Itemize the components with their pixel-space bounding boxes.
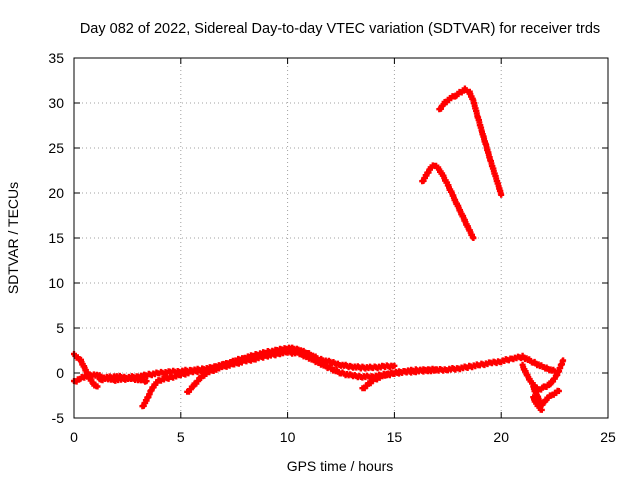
series-arc-11 xyxy=(436,85,505,198)
y-tick-label: 5 xyxy=(56,320,64,336)
marker-trail-arc-8 xyxy=(530,383,562,408)
series-arc-10 xyxy=(419,162,477,241)
y-tick-label: 10 xyxy=(48,275,64,291)
y-tick-label: 30 xyxy=(48,95,64,111)
y-axis-label: SDTVAR / TECUs xyxy=(5,182,21,294)
data-points xyxy=(71,85,567,413)
marker-trail-arc-5 xyxy=(184,345,302,395)
x-tick-label: 0 xyxy=(70,429,78,445)
marker-trail-arc-11 xyxy=(436,85,505,198)
y-tick-label: -5 xyxy=(52,410,65,426)
y-tick-label: 0 xyxy=(56,365,64,381)
marker-trail-arc-10 xyxy=(419,162,477,241)
x-axis-label: GPS time / hours xyxy=(287,458,394,474)
marker-trail-arc-9 xyxy=(530,394,545,413)
y-tick-label: 25 xyxy=(48,140,64,156)
series-arc-9 xyxy=(530,394,545,413)
x-tick-label: 10 xyxy=(280,429,296,445)
y-tick-label: 15 xyxy=(48,230,64,246)
series-arc-8 xyxy=(530,383,562,408)
x-tick-label: 5 xyxy=(177,429,185,445)
x-tick-label: 15 xyxy=(387,429,403,445)
x-tick-label: 20 xyxy=(493,429,509,445)
y-tick-label: 35 xyxy=(48,50,64,66)
series-arc-5 xyxy=(184,345,302,395)
chart-title: Day 082 of 2022, Sidereal Day-to-day VTE… xyxy=(80,21,600,37)
axis-ticks: 0 5 10 15 20 25 -5 0 5 10 15 20 25 30 35 xyxy=(48,50,616,445)
marker-trail-arc-6 xyxy=(359,352,558,392)
series-arc-6 xyxy=(359,352,558,392)
x-tick-label: 25 xyxy=(600,429,616,445)
y-tick-label: 20 xyxy=(48,185,64,201)
